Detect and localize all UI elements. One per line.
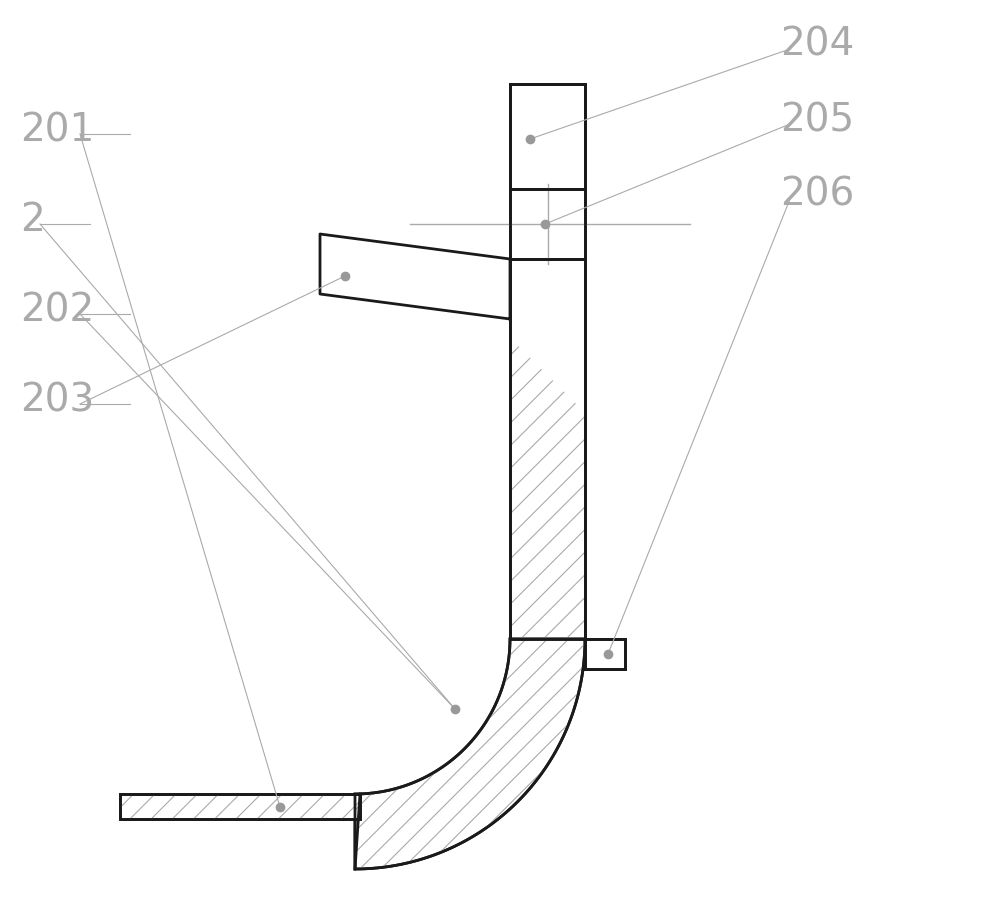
Polygon shape xyxy=(510,189,585,259)
Text: 206: 206 xyxy=(780,176,854,214)
PathPatch shape xyxy=(510,84,585,189)
PathPatch shape xyxy=(585,639,625,669)
Polygon shape xyxy=(320,234,510,319)
PathPatch shape xyxy=(510,259,585,639)
Text: 201: 201 xyxy=(20,111,94,149)
Text: 2: 2 xyxy=(20,201,45,239)
PathPatch shape xyxy=(355,639,585,869)
Text: 203: 203 xyxy=(20,381,94,419)
Text: 204: 204 xyxy=(780,26,854,64)
PathPatch shape xyxy=(585,639,625,669)
PathPatch shape xyxy=(120,794,360,819)
Text: 205: 205 xyxy=(780,101,854,139)
Text: 202: 202 xyxy=(20,291,94,329)
